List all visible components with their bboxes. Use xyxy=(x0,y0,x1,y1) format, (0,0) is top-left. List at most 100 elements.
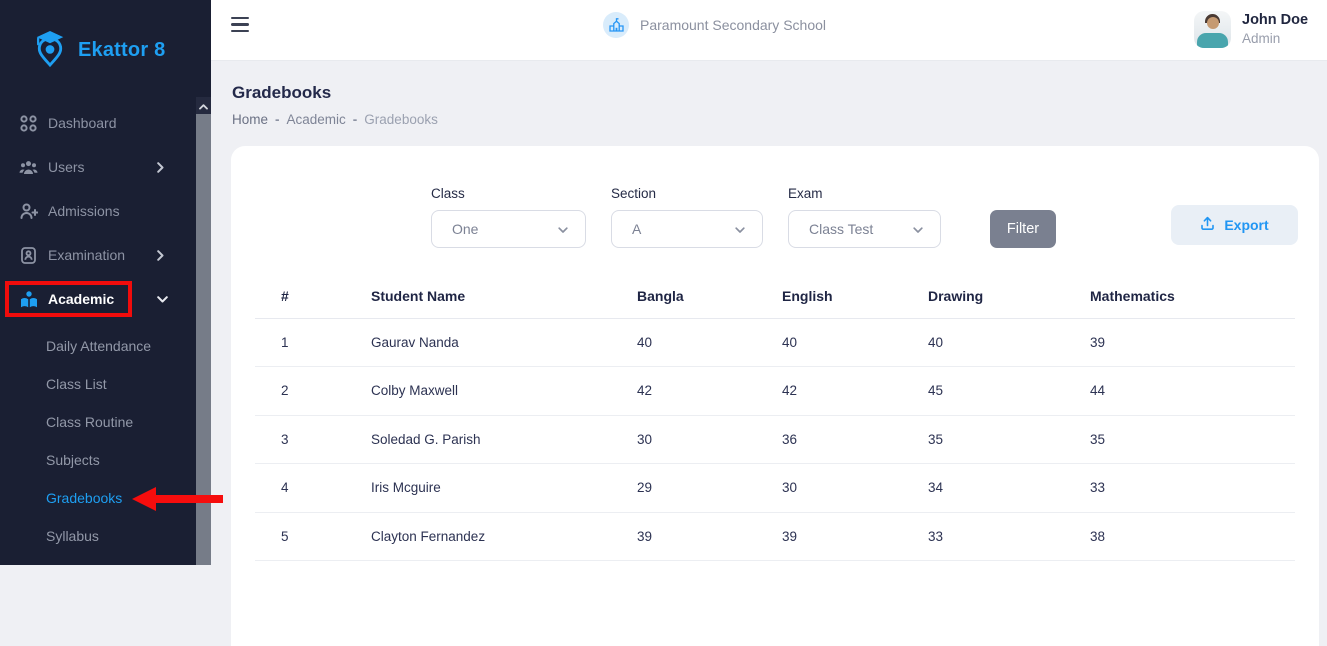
cell-drawing: 35 xyxy=(928,415,1090,464)
submenu-item-daily-attendance[interactable]: Daily Attendance xyxy=(0,327,211,365)
table-header-row: # Student Name Bangla English Drawing Ma… xyxy=(255,274,1295,319)
section-select[interactable]: A xyxy=(611,210,763,248)
class-select-value: One xyxy=(452,221,479,237)
submenu-item-class-list[interactable]: Class List xyxy=(0,365,211,403)
table-row: 5 Clayton Fernandez 39 39 33 38 xyxy=(255,512,1295,561)
breadcrumb-current: Gradebooks xyxy=(364,112,438,127)
submenu-item-label: Gradebooks xyxy=(46,490,123,506)
breadcrumb-academic[interactable]: Academic xyxy=(286,112,346,127)
topbar: Paramount Secondary School John Doe Admi… xyxy=(211,0,1327,61)
export-button[interactable]: Export xyxy=(1171,205,1298,245)
column-header-student-name: Student Name xyxy=(371,274,637,319)
submenu-item-gradebooks[interactable]: Gradebooks xyxy=(0,479,211,517)
cell-student-name: Colby Maxwell xyxy=(371,366,637,416)
column-header-drawing: Drawing xyxy=(928,274,1090,319)
class-select[interactable]: One xyxy=(431,210,586,248)
cell-bangla: 42 xyxy=(637,366,782,416)
user-menu[interactable]: John Doe Admin xyxy=(1194,11,1308,48)
sidebar-item-label: Admissions xyxy=(48,203,120,219)
sidebar-item-label: Academic xyxy=(48,291,115,307)
school-name: Paramount Secondary School xyxy=(640,17,826,33)
hamburger-menu-icon[interactable] xyxy=(231,17,249,32)
submenu-item-label: Class List xyxy=(46,376,107,392)
ekattor-pin-logo-icon xyxy=(32,27,68,74)
exam-label: Exam xyxy=(788,186,823,201)
cell-index: 2 xyxy=(255,366,371,416)
filter-button[interactable]: Filter xyxy=(990,210,1056,248)
section-label: Section xyxy=(611,186,657,201)
cell-drawing: 33 xyxy=(928,512,1090,561)
users-icon xyxy=(19,160,38,175)
column-header-english: English xyxy=(782,274,928,319)
cell-english: 30 xyxy=(782,463,928,513)
cell-mathematics: 35 xyxy=(1090,415,1295,464)
cell-drawing: 40 xyxy=(928,318,1090,367)
scroll-up-button[interactable] xyxy=(196,97,211,114)
gradebook-table: # Student Name Bangla English Drawing Ma… xyxy=(255,274,1295,561)
sidebar-item-label: Dashboard xyxy=(48,115,117,131)
cell-english: 40 xyxy=(782,318,928,367)
chevron-right-icon xyxy=(157,145,164,189)
chevron-down-icon xyxy=(735,221,745,237)
class-label: Class xyxy=(431,186,465,201)
id-card-icon xyxy=(19,246,38,264)
chevron-down-icon xyxy=(913,221,923,237)
main-content: Gradebooks Home - Academic - Gradebooks … xyxy=(211,61,1327,646)
filter-bar: Class One Section A Exam Class Test xyxy=(431,186,1056,248)
sidebar-item-examination[interactable]: Examination xyxy=(0,233,211,277)
submenu-item-label: Daily Attendance xyxy=(46,338,152,354)
submenu-item-label: Class Routine xyxy=(46,414,134,430)
app-logo-text: Ekattor 8 xyxy=(78,39,166,61)
cell-english: 36 xyxy=(782,415,928,464)
table-row: 3 Soledad G. Parish 30 36 35 35 xyxy=(255,415,1295,464)
cell-student-name: Clayton Fernandez xyxy=(371,512,637,561)
person-add-icon xyxy=(19,203,38,219)
breadcrumb-separator: - xyxy=(352,112,358,127)
cell-index: 5 xyxy=(255,512,371,561)
table-row: 2 Colby Maxwell 42 42 45 44 xyxy=(255,366,1295,416)
avatar xyxy=(1194,11,1231,48)
cell-student-name: Gaurav Nanda xyxy=(371,318,637,367)
app-logo[interactable]: Ekattor 8 xyxy=(0,0,211,101)
chevron-right-icon xyxy=(157,233,164,277)
submenu-item-label: Subjects xyxy=(46,452,100,468)
page-title: Gradebooks xyxy=(232,83,332,102)
class-filter: Class One xyxy=(431,186,586,248)
submenu-item-subjects[interactable]: Subjects xyxy=(0,441,211,479)
column-header-index: # xyxy=(255,274,371,319)
cell-bangla: 40 xyxy=(637,318,782,367)
chevron-up-icon xyxy=(199,97,208,115)
cell-mathematics: 33 xyxy=(1090,463,1295,513)
sidebar-item-dashboard[interactable]: Dashboard xyxy=(0,101,211,145)
sidebar: Ekattor 8 Dashboard Users xyxy=(0,0,211,565)
export-upload-icon xyxy=(1200,216,1215,234)
cell-index: 4 xyxy=(255,463,371,513)
cell-bangla: 30 xyxy=(637,415,782,464)
cell-bangla: 29 xyxy=(637,463,782,513)
gradebooks-card: Class One Section A Exam Class Test xyxy=(231,146,1319,646)
section-select-value: A xyxy=(632,221,642,237)
sidebar-item-label: Users xyxy=(48,159,85,175)
sidebar-scrollbar[interactable] xyxy=(196,97,211,565)
submenu-item-class-routine[interactable]: Class Routine xyxy=(0,403,211,441)
submenu-item-label: Syllabus xyxy=(46,528,99,544)
school-selector[interactable]: Paramount Secondary School xyxy=(603,12,826,38)
sidebar-item-users[interactable]: Users xyxy=(0,145,211,189)
cell-index: 1 xyxy=(255,318,371,367)
breadcrumb: Home - Academic - Gradebooks xyxy=(232,112,438,127)
cell-student-name: Soledad G. Parish xyxy=(371,415,637,464)
sidebar-item-admissions[interactable]: Admissions xyxy=(0,189,211,233)
column-header-mathematics: Mathematics xyxy=(1090,274,1295,319)
cell-bangla: 39 xyxy=(637,512,782,561)
exam-select-value: Class Test xyxy=(809,221,874,237)
user-role: Admin xyxy=(1242,31,1281,46)
submenu-item-syllabus[interactable]: Syllabus xyxy=(0,517,211,555)
cell-mathematics: 39 xyxy=(1090,318,1295,367)
column-header-bangla: Bangla xyxy=(637,274,782,319)
cell-drawing: 34 xyxy=(928,463,1090,513)
sidebar-item-academic[interactable]: Academic xyxy=(0,277,211,321)
exam-select[interactable]: Class Test xyxy=(788,210,941,248)
section-filter: Section A xyxy=(611,186,763,248)
breadcrumb-home[interactable]: Home xyxy=(232,112,269,127)
school-building-icon xyxy=(603,12,629,38)
